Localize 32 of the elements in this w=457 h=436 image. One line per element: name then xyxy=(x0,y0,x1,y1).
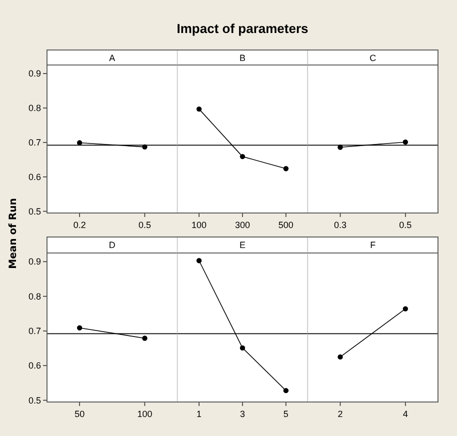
y-tick-label: 0.7 xyxy=(28,326,41,336)
x-tick-label: 500 xyxy=(278,220,294,230)
x-tick-label: 0.3 xyxy=(334,220,347,230)
x-tick-label: 0.5 xyxy=(138,220,152,230)
x-tick-label: 0.2 xyxy=(73,220,86,230)
chart-title: F xyxy=(370,240,376,250)
y-axis-title: Mean of Run xyxy=(8,198,19,269)
x-tick-label: 1 xyxy=(196,409,202,419)
x-tick-label: 50 xyxy=(74,409,85,419)
x-tick-label: 5 xyxy=(283,409,288,419)
y-tick-label: 0.9 xyxy=(28,256,41,267)
chart-title: A xyxy=(109,53,116,63)
chart-title: E xyxy=(239,240,246,250)
y-tick-label: 0.7 xyxy=(28,137,41,148)
x-tick-label: 100 xyxy=(192,220,207,230)
x-tick-label: 300 xyxy=(234,220,250,230)
y-tick-label: 0.5 xyxy=(28,395,41,406)
y-tick-label: 0.6 xyxy=(28,360,41,371)
x-tick-label: 0.5 xyxy=(399,220,412,230)
y-tick-label: 0.5 xyxy=(28,206,41,216)
chart-title: C xyxy=(370,53,377,63)
x-tick-label: 100 xyxy=(137,409,152,419)
chart-title: D xyxy=(108,240,116,250)
y-tick-label: 0.8 xyxy=(28,103,41,114)
y-tick-label: 0.8 xyxy=(28,291,41,302)
y-tick-label: 0.9 xyxy=(28,68,41,79)
y-tick-label: 0.6 xyxy=(28,172,41,182)
x-tick-label: 3 xyxy=(240,409,246,419)
x-tick-label: 4 xyxy=(402,409,408,419)
chart-title: B xyxy=(239,53,246,63)
text: Impact of parameters xyxy=(176,21,308,36)
x-tick-label: 2 xyxy=(338,409,343,419)
